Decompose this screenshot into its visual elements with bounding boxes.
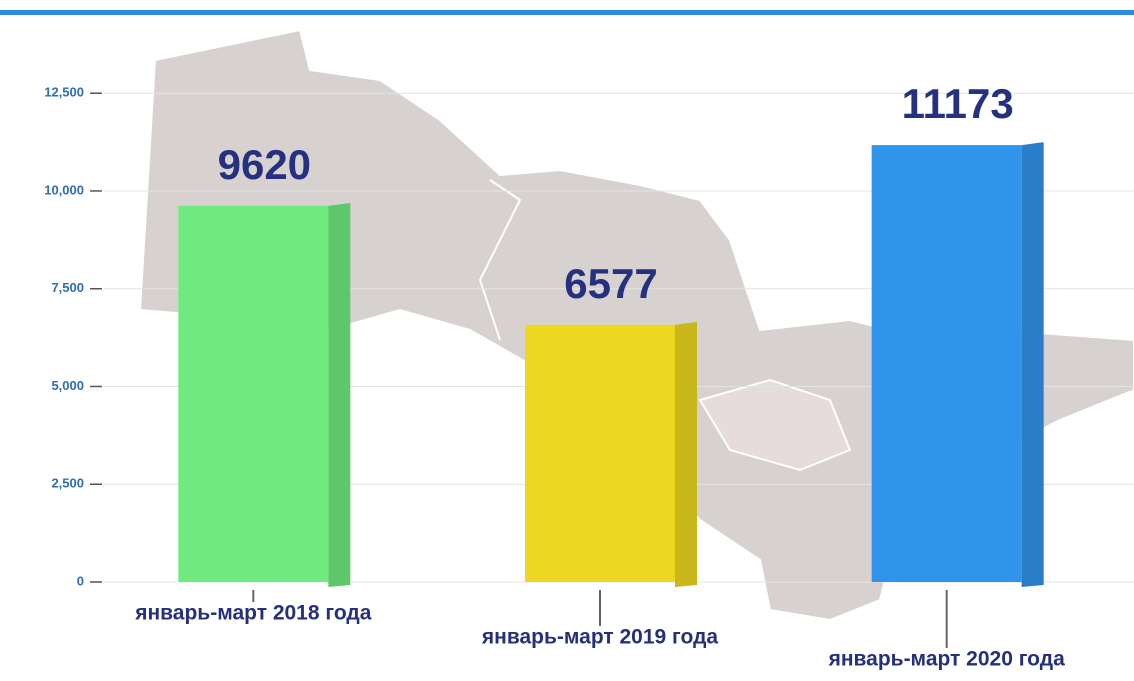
value-label: 11173 — [902, 80, 1014, 127]
value-label: 9620 — [218, 141, 311, 188]
bar — [525, 324, 675, 582]
y-tick-label: 2,500 — [51, 476, 84, 491]
bar-side — [675, 321, 697, 587]
x-tick-label: январь-март 2019 года — [481, 626, 718, 649]
bar-side — [1021, 142, 1044, 587]
y-tick-label: 10,000 — [44, 182, 84, 197]
y-tick-label: 5,000 — [51, 378, 84, 393]
bar — [871, 145, 1022, 582]
bar-side — [328, 202, 351, 587]
top-rule — [0, 10, 1134, 15]
x-tick-label: январь-март 2018 года — [134, 602, 371, 625]
bar — [178, 205, 329, 582]
x-tick-label: январь-март 2020 года — [828, 648, 1065, 671]
y-tick-label: 12,500 — [44, 85, 84, 100]
y-tick-label: 0 — [77, 573, 84, 588]
y-tick-label: 7,500 — [51, 280, 84, 295]
value-label: 6577 — [564, 260, 657, 307]
